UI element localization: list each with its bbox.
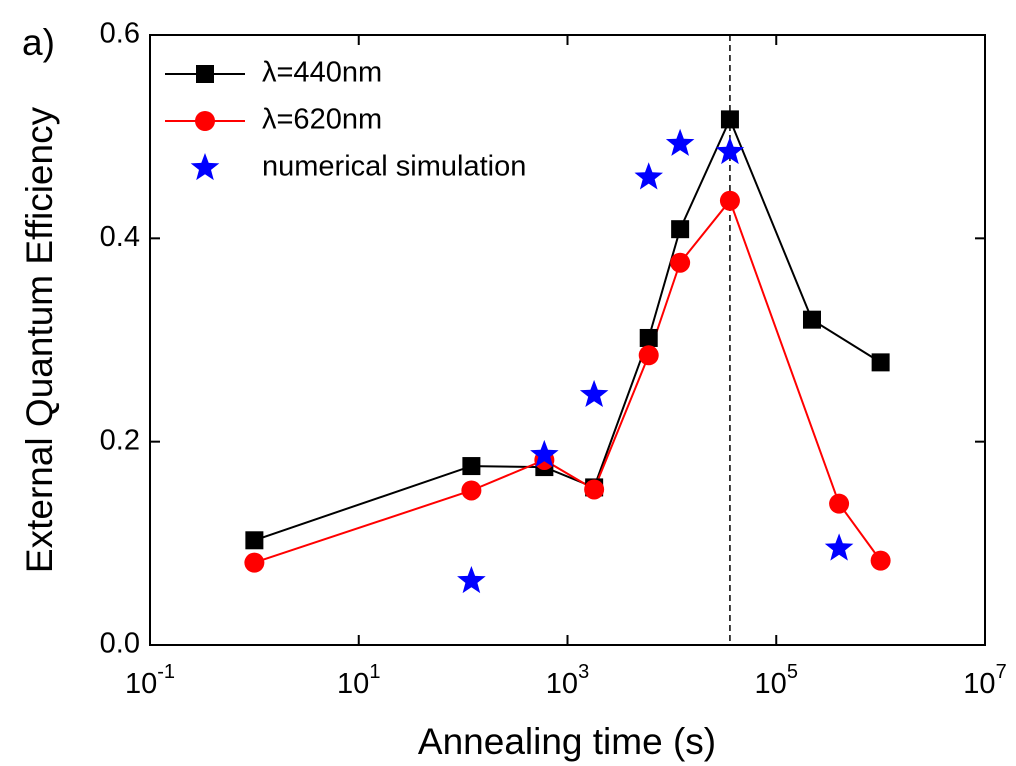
square-marker: [671, 220, 690, 239]
circle-marker: [719, 190, 740, 211]
panel-label: a): [22, 22, 55, 63]
legend-marker: [196, 65, 214, 83]
circle-marker: [461, 480, 482, 501]
x-tick-label: 10-1: [125, 661, 175, 699]
star-marker: [715, 136, 745, 165]
square-marker: [720, 110, 739, 129]
circle-marker: [638, 345, 659, 366]
x-axis-label: Annealing time (s): [418, 721, 716, 762]
x-tick-label: 105: [755, 661, 798, 699]
circle-marker: [670, 252, 691, 273]
square-marker: [802, 310, 821, 329]
circle-marker: [584, 479, 605, 500]
circle-marker: [870, 550, 891, 571]
circle-marker: [829, 493, 850, 514]
circle-marker: [244, 552, 265, 573]
star-marker: [457, 566, 486, 594]
tick-base: 10: [337, 668, 369, 700]
legend-text: λ=440nm: [262, 57, 382, 89]
tick-exponent: -1: [157, 661, 175, 683]
tick-exponent: 7: [996, 661, 1007, 683]
tick-exponent: 1: [369, 661, 380, 683]
y-axis-label: External Quantum Efficiency: [19, 106, 60, 573]
x-tick-label: 101: [337, 661, 380, 699]
tick-exponent: 5: [787, 661, 798, 683]
tick-exponent: 3: [578, 661, 589, 683]
star-marker: [579, 379, 609, 407]
square-marker: [871, 353, 890, 372]
legend-text: λ=620nm: [262, 104, 382, 136]
tick-base: 10: [963, 668, 995, 700]
y-tick-label: 0.0: [100, 628, 140, 660]
tick-base: 10: [546, 668, 578, 700]
star-marker: [530, 439, 559, 467]
legend-marker: [190, 153, 220, 181]
y-tick-label: 0.4: [100, 221, 140, 253]
x-tick-label: 103: [546, 661, 589, 699]
star-marker: [634, 162, 663, 190]
square-marker: [245, 531, 264, 550]
x-tick-label: 107: [963, 661, 1006, 699]
star-marker: [824, 533, 854, 561]
square-marker: [639, 328, 658, 347]
y-tick-label: 0.2: [100, 424, 140, 456]
star-marker: [665, 128, 695, 156]
y-tick-label: 0.6: [100, 18, 140, 50]
legend-marker: [195, 111, 215, 131]
tick-base: 10: [125, 668, 157, 700]
tick-base: 10: [755, 668, 787, 700]
legend-text: numerical simulation: [262, 151, 526, 183]
square-marker: [462, 457, 481, 476]
